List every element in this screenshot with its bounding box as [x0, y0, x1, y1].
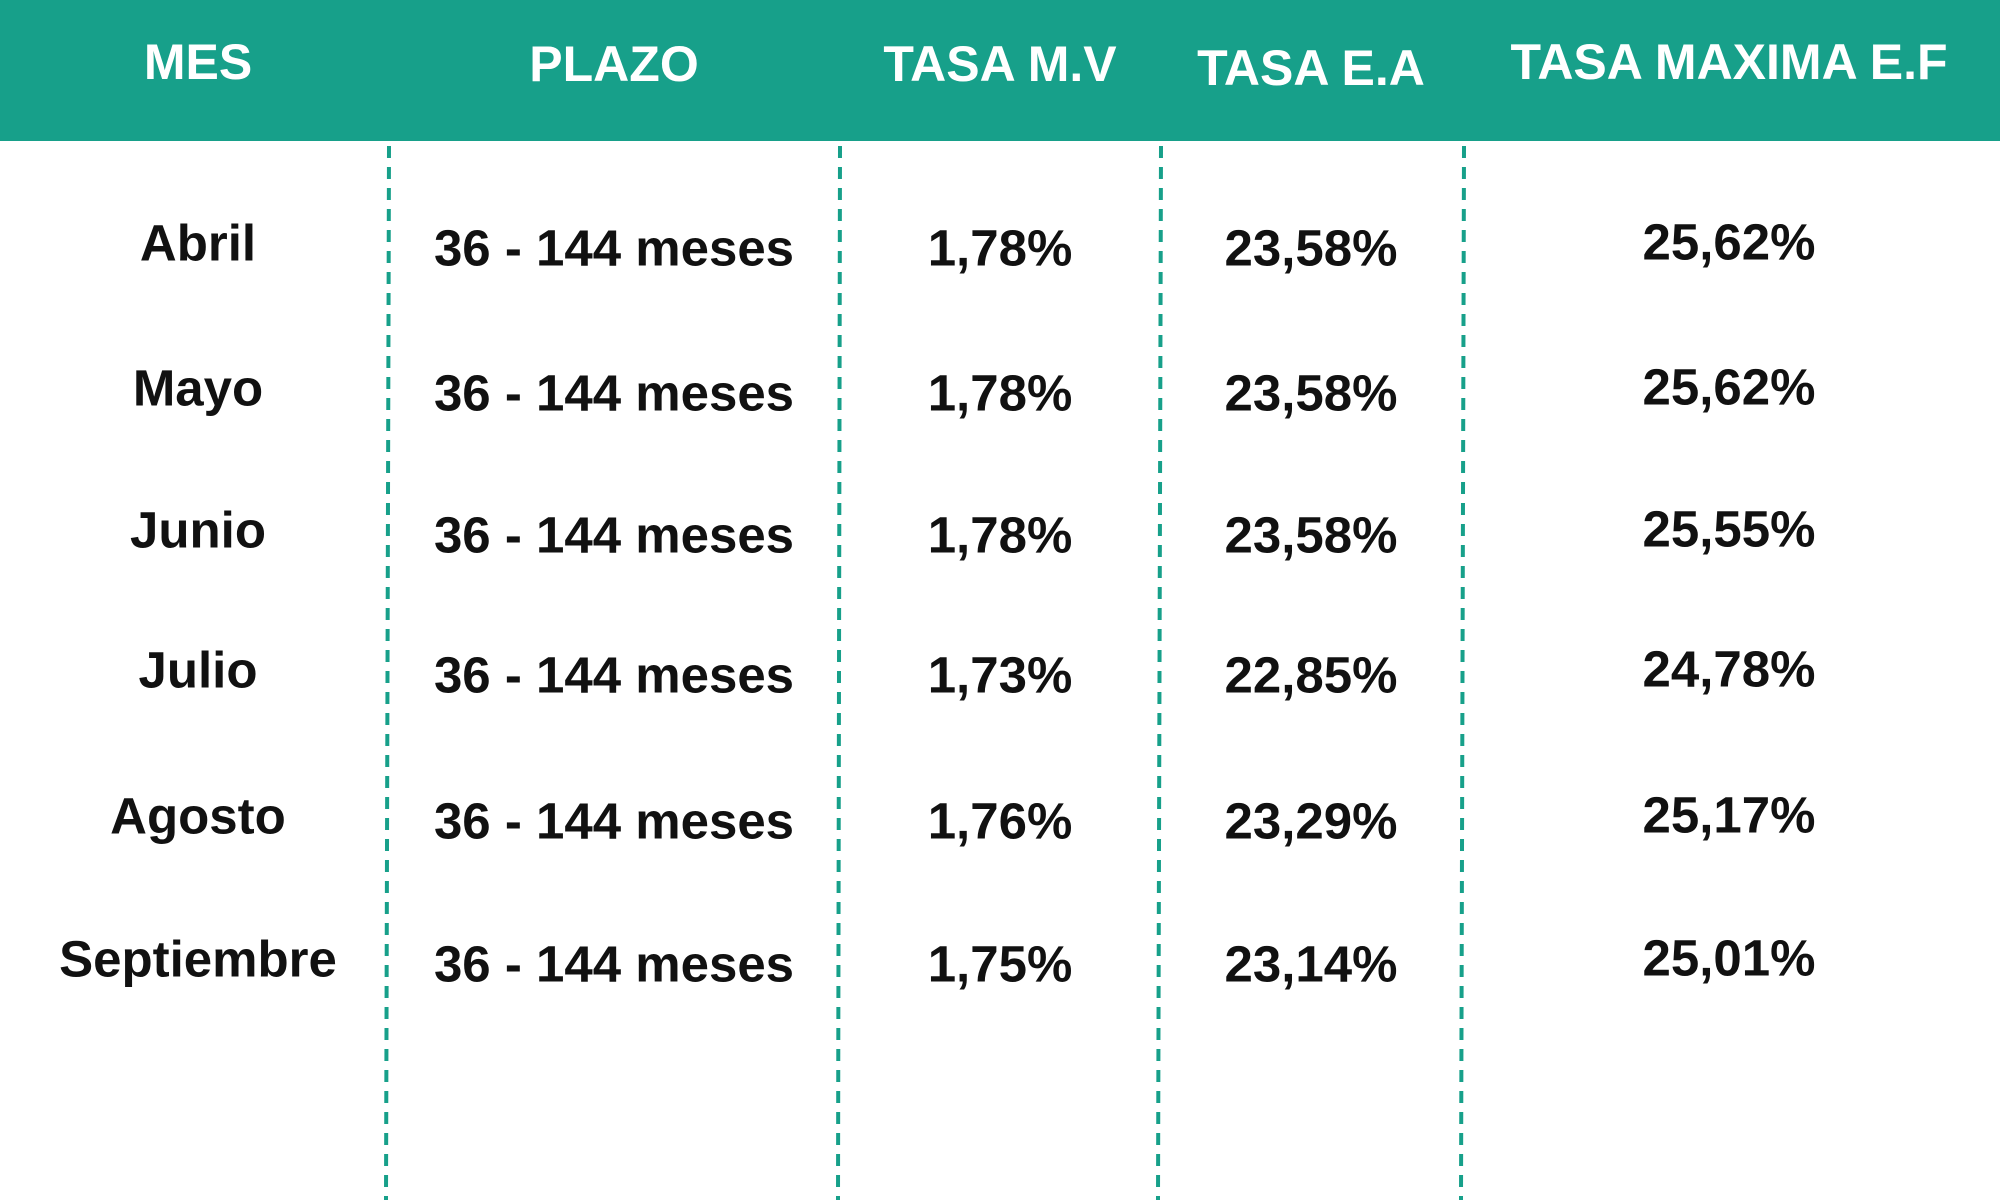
table-cell: 22,85% [1225, 646, 1398, 703]
table-cell: Septiembre [59, 930, 337, 987]
table-cell: 1,75% [928, 935, 1073, 992]
header-cell: TASA M.V [883, 36, 1117, 92]
header-cell: PLAZO [529, 36, 698, 92]
table-cell: Julio [138, 641, 257, 698]
header-band [0, 0, 2000, 141]
column-separator [384, 145, 391, 1200]
table-cell: 36 - 144 meses [434, 219, 794, 276]
header-cell: TASA MAXIMA E.F [1510, 34, 1947, 90]
table-cell: 23,58% [1225, 364, 1398, 421]
table-cell: Mayo [133, 359, 263, 416]
table-cell: 25,62% [1643, 213, 1816, 270]
table-cell: 23,14% [1225, 935, 1398, 992]
table-cell: 24,78% [1643, 640, 1816, 697]
table-cell: 36 - 144 meses [434, 506, 794, 563]
header-cell: MES [144, 34, 252, 90]
table-cell: 25,62% [1643, 358, 1816, 415]
table-cell: 1,76% [928, 792, 1073, 849]
column-separator [1156, 145, 1163, 1200]
table-cell: 1,78% [928, 364, 1073, 421]
table-cell: 36 - 144 meses [434, 364, 794, 421]
column-separator [836, 145, 842, 1200]
table-cell: Agosto [110, 787, 286, 844]
table-cell: 23,58% [1225, 219, 1398, 276]
table-cell: 25,17% [1643, 786, 1816, 843]
table-cell: 36 - 144 meses [434, 646, 794, 703]
table-cell: 23,29% [1225, 792, 1398, 849]
table-cell: 36 - 144 meses [434, 935, 794, 992]
table-cell: Abril [140, 214, 256, 271]
header-cell: TASA E.A [1197, 40, 1425, 96]
column-separator [1459, 145, 1466, 1200]
table-cell: 23,58% [1225, 506, 1398, 563]
table-cell: 25,01% [1643, 929, 1816, 986]
table-cell: 1,78% [928, 506, 1073, 563]
table-cell: Junio [130, 501, 266, 558]
table-cell: 25,55% [1643, 500, 1816, 557]
table-cell: 1,73% [928, 646, 1073, 703]
table-cell: 36 - 144 meses [434, 792, 794, 849]
table-cell: 1,78% [928, 219, 1073, 276]
